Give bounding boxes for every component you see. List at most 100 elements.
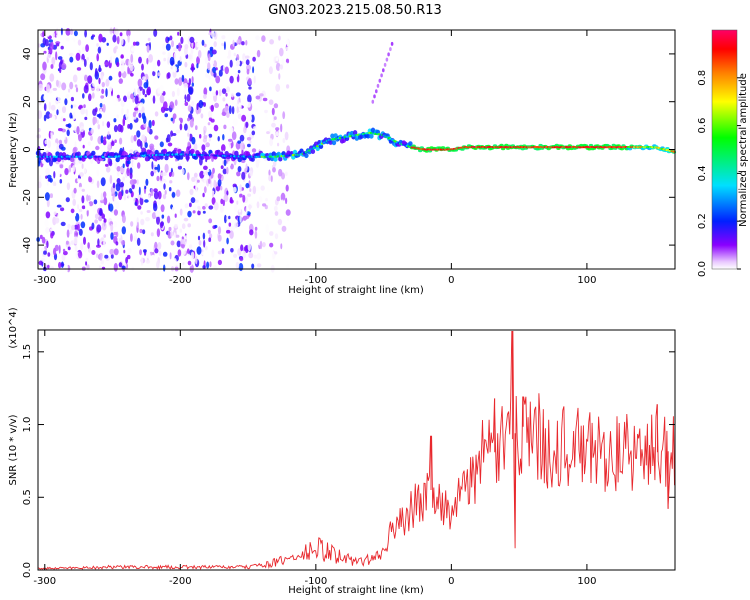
speckle-mark: [127, 192, 131, 199]
speckle-mark: [224, 214, 227, 224]
speckle-mark: [60, 116, 64, 123]
speckle-mark: [275, 131, 279, 137]
speckle-mark: [38, 260, 43, 266]
speckle-mark: [96, 244, 101, 248]
speckle-mark: [80, 59, 85, 64]
speckle-mark: [273, 205, 278, 212]
speckle-mark: [174, 213, 177, 218]
speckle-mark: [197, 210, 201, 216]
speckle-mark: [268, 169, 271, 177]
speckle-mark: [199, 180, 204, 189]
speckle-mark: [95, 107, 98, 113]
figure-title: GN03.2023.215.08.50.R13: [268, 3, 442, 18]
speckle-mark: [70, 41, 76, 47]
speckle-mark: [42, 30, 45, 38]
speckle-mark: [252, 66, 255, 74]
spectrogram-x-tick-label: 100: [577, 275, 596, 286]
speckle-mark: [125, 189, 129, 194]
speckle-mark: [159, 141, 164, 148]
speckle-mark: [122, 163, 125, 169]
speckle-mark: [118, 78, 124, 84]
speckle-mark: [181, 104, 186, 110]
speckle-mark: [255, 159, 260, 169]
speckle-mark: [38, 128, 41, 132]
speckle-mark: [50, 228, 54, 232]
speckle-mark: [241, 171, 246, 180]
speckle-mark: [138, 112, 142, 119]
speckle-mark: [156, 260, 160, 269]
spectrogram-x-tick-label: -300: [33, 275, 56, 286]
speckle-mark: [204, 56, 209, 64]
colorbar-scale: [711, 29, 738, 270]
speckle-mark: [207, 122, 211, 126]
speckle-mark: [184, 61, 188, 68]
speckle-mark: [56, 27, 59, 35]
ridge-halo: [304, 153, 309, 159]
speckle-mark: [236, 200, 239, 205]
speckle-mark: [50, 132, 53, 140]
speckle-mark: [96, 43, 99, 47]
speckle-mark: [49, 177, 53, 183]
speckle-mark: [130, 53, 134, 63]
speckle-mark: [168, 226, 172, 232]
speckle-mark: [203, 94, 207, 99]
speckle-mark: [195, 177, 198, 185]
speckle-mark: [201, 144, 206, 152]
speckle-mark: [77, 178, 81, 183]
speckle-mark: [99, 252, 103, 261]
speckle-mark: [131, 183, 135, 190]
speckle-mark: [85, 257, 89, 262]
speckle-mark: [141, 134, 146, 142]
speckle-mark: [68, 165, 72, 173]
speckle-mark: [199, 170, 205, 179]
speckle-mark: [282, 111, 286, 120]
speckle-mark: [202, 265, 206, 269]
speckle-mark: [45, 226, 50, 234]
speckle-mark: [83, 236, 86, 245]
speckle-mark: [94, 219, 98, 224]
speckle-mark: [55, 79, 59, 87]
speckle-mark: [110, 232, 114, 240]
speckle-mark: [247, 77, 252, 86]
speckle-mark: [206, 261, 210, 269]
streak-mark: [375, 89, 378, 94]
speckle-mark: [103, 234, 106, 238]
speckle-mark: [228, 105, 232, 114]
speckle-mark: [220, 198, 224, 205]
speckle-mark: [162, 51, 166, 55]
speckle-mark: [106, 133, 112, 140]
speckle-mark: [65, 28, 71, 36]
speckle-mark: [118, 233, 121, 239]
speckle-mark: [50, 232, 54, 239]
speckle-mark: [223, 41, 226, 50]
speckle-mark: [86, 57, 90, 61]
speckle-mark: [106, 166, 111, 173]
speckle-mark: [183, 88, 188, 95]
speckle-mark: [110, 254, 114, 259]
speckle-mark: [198, 100, 204, 109]
speckle-mark: [230, 248, 234, 253]
speckle-mark: [239, 256, 244, 262]
speckle-mark: [195, 125, 198, 131]
speckle-mark: [170, 230, 173, 238]
speckle-mark: [129, 172, 133, 179]
speckle-mark: [284, 131, 289, 141]
speckle-mark: [47, 174, 52, 180]
speckle-mark: [125, 134, 129, 140]
speckle-mark: [261, 35, 266, 42]
speckle-mark: [237, 113, 242, 120]
speckle-mark: [174, 223, 178, 229]
speckle-mark: [230, 225, 236, 231]
speckle-mark: [247, 94, 252, 103]
speckle-mark: [278, 35, 281, 41]
speckle-mark: [92, 116, 97, 124]
speckle-mark: [81, 188, 86, 192]
speckle-mark: [205, 142, 210, 148]
speckle-mark: [119, 137, 123, 145]
speckle-mark: [154, 241, 158, 250]
speckle-mark: [274, 211, 279, 216]
speckle-mark: [68, 52, 74, 57]
speckle-mark: [105, 88, 108, 98]
speckle-mark: [76, 67, 82, 71]
colorbar-tick-label: 0.0: [697, 261, 708, 277]
